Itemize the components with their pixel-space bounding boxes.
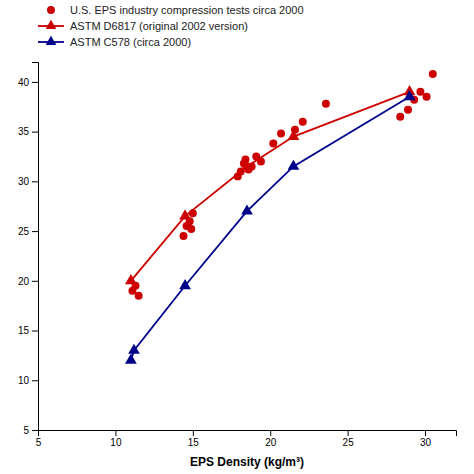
x-axis-title: EPS Density (kg/m³) <box>190 455 304 469</box>
y-tick: 25 <box>18 226 38 237</box>
x-axis-line <box>39 431 457 437</box>
legend-item: U.S. EPS industry compression tests circ… <box>47 4 304 16</box>
legend: U.S. EPS industry compression tests circ… <box>38 4 304 48</box>
point <box>429 70 437 78</box>
legend-item: ASTM D6817 (original 2002 version) <box>38 20 248 32</box>
marks <box>125 70 437 364</box>
y-tick-label: 10 <box>18 375 30 386</box>
y-tick-label: 25 <box>18 226 30 237</box>
line-marker <box>179 279 191 289</box>
x-tick: 10 <box>110 430 122 448</box>
point <box>416 88 424 96</box>
x-tick-label: 5 <box>36 437 42 448</box>
x-tick: 15 <box>188 430 200 448</box>
y-tick-mark <box>32 281 38 282</box>
y-tick-label: 30 <box>18 176 30 187</box>
y-tick: 15 <box>18 325 38 336</box>
y-tick: 5 <box>23 425 38 436</box>
y-tick-label: 15 <box>18 325 30 336</box>
y-tick-label: 40 <box>18 77 30 88</box>
legend-label: ASTM C578 (circa 2000) <box>70 36 191 48</box>
point <box>269 140 277 148</box>
x-tick-mark <box>348 430 349 436</box>
point <box>423 93 431 101</box>
x-tick-label: 25 <box>343 437 355 448</box>
x-tick-mark <box>425 430 426 436</box>
y-tick-mark <box>32 380 38 381</box>
y-axis-line <box>32 63 39 431</box>
line <box>131 92 410 281</box>
point <box>322 100 330 108</box>
line-marker <box>241 204 253 214</box>
plot-area: 5 10 15 20 25 30 5 10 15 20 25 30 35 40 EPS Density (k… <box>18 63 457 470</box>
legend-label: ASTM D6817 (original 2002 version) <box>70 20 248 32</box>
line-marker <box>241 160 253 170</box>
x-tick-label: 30 <box>420 437 432 448</box>
x-tick: 30 <box>420 430 432 448</box>
x-tick: 25 <box>343 430 355 448</box>
point <box>135 292 143 300</box>
series-0 <box>128 70 436 300</box>
y-tick: 20 <box>18 276 38 287</box>
line-marker <box>128 344 140 354</box>
line-marker <box>404 90 416 100</box>
point <box>396 113 404 121</box>
legend-item: ASTM C578 (circa 2000) <box>38 36 191 48</box>
legend-swatch <box>47 6 55 14</box>
x-axis: 5 10 15 20 25 30 <box>36 430 457 448</box>
x-tick-label: 15 <box>188 437 200 448</box>
x-tick-mark <box>115 430 116 436</box>
chart: 5 10 15 20 25 30 5 10 15 20 25 30 35 40 EPS Density (k… <box>0 0 474 474</box>
y-tick-mark <box>32 82 38 83</box>
legend-swatch <box>46 20 57 29</box>
series-2 <box>125 90 415 364</box>
point <box>180 232 188 240</box>
x-tick-label: 20 <box>265 437 277 448</box>
x-tick: 20 <box>265 430 277 448</box>
y-tick-label: 35 <box>18 126 30 137</box>
line-marker <box>288 130 300 140</box>
x-tick-mark <box>193 430 194 436</box>
y-tick: 10 <box>18 375 38 386</box>
point <box>277 130 285 138</box>
y-tick-mark <box>32 430 38 431</box>
y-tick-mark <box>32 231 38 232</box>
line-marker <box>288 160 300 170</box>
legend-label: U.S. EPS industry compression tests circ… <box>70 4 304 16</box>
y-tick: 30 <box>18 176 38 187</box>
point <box>299 118 307 126</box>
point <box>187 225 195 233</box>
y-tick-label: 20 <box>18 276 30 287</box>
line <box>131 97 410 361</box>
y-axis: 5 10 15 20 25 30 35 40 <box>18 63 39 436</box>
line-marker <box>125 354 137 364</box>
y-tick-mark <box>32 181 38 182</box>
y-tick-mark <box>32 331 38 332</box>
y-tick: 35 <box>18 126 38 137</box>
line-marker <box>179 209 191 219</box>
point <box>404 106 412 114</box>
y-tick: 40 <box>18 77 38 88</box>
x-tick-mark <box>270 430 271 436</box>
y-tick-label: 5 <box>23 425 29 436</box>
y-tick-mark <box>32 132 38 133</box>
series-1 <box>125 85 415 284</box>
legend-swatch <box>46 36 57 45</box>
line-marker <box>125 274 137 284</box>
x-tick-label: 10 <box>110 437 122 448</box>
x-tick: 5 <box>36 430 42 448</box>
